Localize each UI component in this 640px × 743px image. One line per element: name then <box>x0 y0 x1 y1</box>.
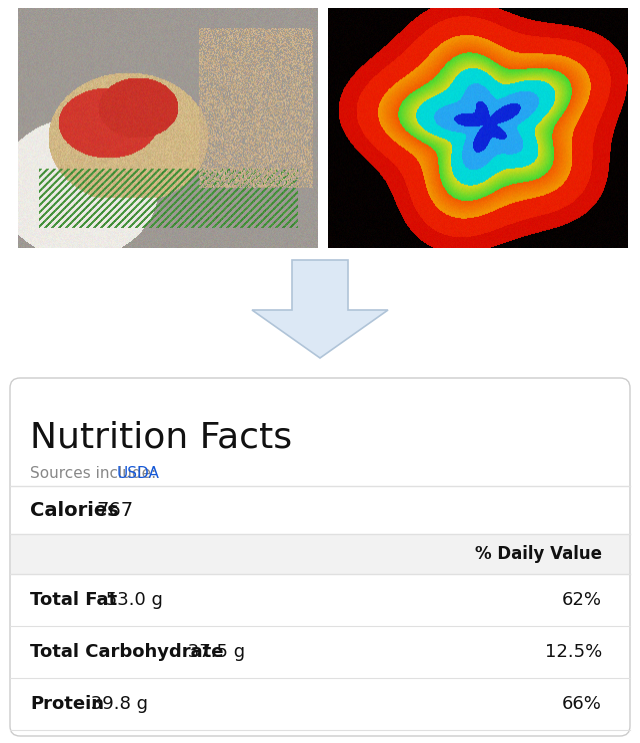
Text: Protein: Protein <box>30 695 104 713</box>
Text: 62%: 62% <box>562 591 602 609</box>
FancyBboxPatch shape <box>10 378 630 736</box>
Text: % Daily Value: % Daily Value <box>475 545 602 563</box>
Text: 12.5%: 12.5% <box>545 643 602 661</box>
Text: Total Fat: Total Fat <box>30 591 117 609</box>
Text: Total Carbohydrate: Total Carbohydrate <box>30 643 223 661</box>
Text: 767: 767 <box>96 501 133 519</box>
FancyBboxPatch shape <box>11 534 629 574</box>
Text: 39.8 g: 39.8 g <box>85 695 148 713</box>
Text: 66%: 66% <box>562 695 602 713</box>
Text: 37.5 g: 37.5 g <box>182 643 245 661</box>
Text: 53.0 g: 53.0 g <box>100 591 163 609</box>
Text: Sources include:: Sources include: <box>30 466 161 481</box>
Text: USDA: USDA <box>117 466 160 481</box>
Text: Calories: Calories <box>30 501 119 519</box>
Polygon shape <box>252 260 388 358</box>
Text: Nutrition Facts: Nutrition Facts <box>30 420 292 454</box>
